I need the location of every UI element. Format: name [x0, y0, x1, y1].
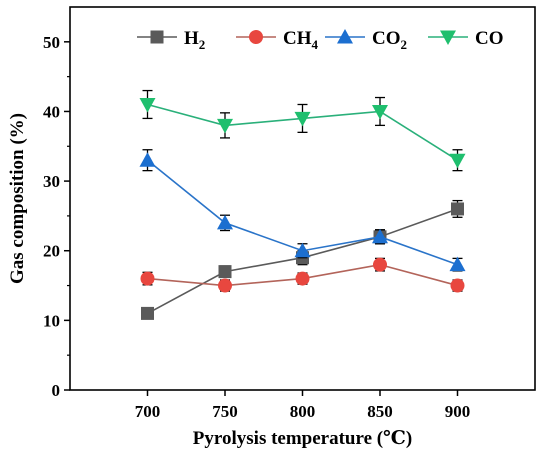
y-tick-label: 40	[43, 102, 60, 121]
x-tick-label: 700	[135, 402, 161, 421]
y-tick-label: 10	[43, 311, 60, 330]
data-point	[139, 152, 156, 167]
data-point	[217, 118, 233, 134]
series-layer	[139, 89, 466, 320]
data-point	[449, 153, 466, 169]
x-tick-label: 900	[445, 402, 471, 421]
data-point	[450, 278, 465, 293]
y-tick-label: 0	[52, 381, 61, 400]
data-point	[139, 97, 156, 113]
y-tick-label: 30	[43, 172, 60, 191]
legend-marker	[150, 30, 164, 44]
data-point	[372, 104, 388, 120]
series-3	[139, 89, 466, 172]
data-point	[373, 257, 387, 272]
legend-marker	[249, 30, 263, 44]
y-tick-label: 20	[43, 242, 60, 261]
x-axis-title: Pyrolysis temperature (℃)	[193, 428, 412, 449]
legend-item-1: CH4	[236, 28, 319, 52]
data-point	[141, 306, 154, 320]
legend-item-0: H2	[137, 28, 205, 52]
series-2	[139, 149, 466, 272]
data-point	[140, 271, 155, 286]
y-tick-label: 50	[43, 33, 60, 52]
data-point	[451, 202, 464, 216]
legend-item-2: CO2	[325, 28, 407, 52]
data-point	[295, 271, 310, 286]
data-point	[218, 265, 232, 279]
x-tick-label: 800	[290, 402, 316, 421]
data-point	[372, 228, 388, 244]
x-tick-label: 750	[212, 402, 238, 421]
series-1	[140, 257, 465, 293]
legend-label: CO2	[372, 28, 407, 52]
data-point	[294, 242, 311, 258]
legend-item-3: CO	[428, 28, 504, 49]
plot-frame-layer	[69, 6, 536, 391]
legend: H2 CH4 CO2 CO	[137, 28, 504, 52]
legend-marker	[440, 30, 456, 45]
data-point	[449, 256, 466, 272]
legend-label: CH4	[283, 28, 319, 52]
x-tick-label: 850	[367, 402, 393, 421]
series-0	[141, 199, 464, 320]
data-point	[217, 214, 233, 230]
data-point	[294, 111, 311, 127]
y-axis-title: Gas composition (%)	[7, 113, 28, 284]
ticks-layer: 0 10 20 30 40 50 700 750 800 850 900	[43, 33, 470, 421]
data-point	[218, 278, 232, 293]
legend-marker	[337, 29, 353, 44]
legend-label: CO	[475, 28, 504, 49]
legend-label: H2	[184, 28, 205, 52]
plot-frame	[69, 6, 536, 391]
